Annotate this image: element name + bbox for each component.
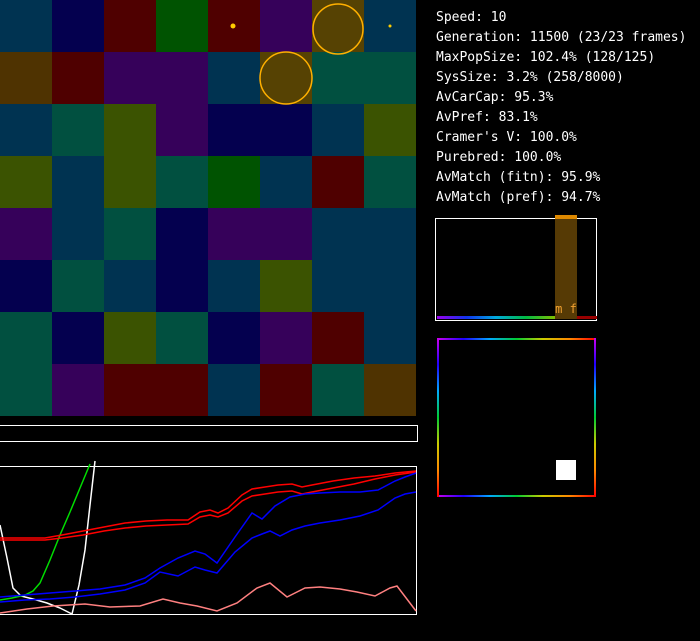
- grid-cell[interactable]: [0, 364, 52, 416]
- hue-edge-left: [437, 338, 439, 497]
- hue-edge-right: [594, 338, 596, 497]
- stat-line: AvMatch (pref): 94.7%: [436, 190, 601, 205]
- stat-line: SysSize: 3.2% (258/8000): [436, 70, 624, 85]
- hue-edge-bottom: [437, 495, 596, 497]
- grid-cell[interactable]: [260, 52, 312, 104]
- grid-cell[interactable]: [156, 312, 208, 364]
- grid-cell[interactable]: [156, 364, 208, 416]
- grid-cell[interactable]: [0, 0, 52, 52]
- grid-cell[interactable]: [0, 52, 52, 104]
- grid-cell[interactable]: [364, 260, 416, 312]
- grid-cell[interactable]: [260, 104, 312, 156]
- grid-cell[interactable]: [52, 260, 104, 312]
- grid-cell[interactable]: [208, 104, 260, 156]
- grid-cell[interactable]: [208, 208, 260, 260]
- grid-cell[interactable]: [312, 364, 364, 416]
- grid-cell[interactable]: [260, 364, 312, 416]
- grid-cell[interactable]: [104, 156, 156, 208]
- timeline-scrollbar[interactable]: [0, 425, 418, 442]
- grid-cell[interactable]: [104, 104, 156, 156]
- grid-cell[interactable]: [208, 260, 260, 312]
- grid-cell[interactable]: [104, 52, 156, 104]
- grid-cell[interactable]: [208, 364, 260, 416]
- grid-cell[interactable]: [156, 156, 208, 208]
- hue-edge-top: [437, 338, 596, 340]
- grid-cell[interactable]: [0, 208, 52, 260]
- grid-cell[interactable]: [104, 312, 156, 364]
- grid-cell[interactable]: [312, 260, 364, 312]
- grid-cell[interactable]: [260, 156, 312, 208]
- grid-cell[interactable]: [260, 0, 312, 52]
- stat-line: Purebred: 100.0%: [436, 150, 562, 165]
- grid-cell[interactable]: [52, 52, 104, 104]
- stats-panel: Speed: 10 Generation: 11500 (23/23 frames…: [436, 8, 686, 208]
- grid-cell[interactable]: [104, 0, 156, 52]
- grid-cell[interactable]: [52, 364, 104, 416]
- grid-cell[interactable]: [156, 104, 208, 156]
- stat-line: AvCarCap: 95.3%: [436, 90, 554, 105]
- grid-cell[interactable]: [312, 156, 364, 208]
- grid-cell[interactable]: [364, 52, 416, 104]
- grid-cell[interactable]: [208, 0, 260, 52]
- grid-cell[interactable]: [104, 208, 156, 260]
- grid-cell[interactable]: [52, 0, 104, 52]
- grid-cell[interactable]: [52, 208, 104, 260]
- world-grid[interactable]: [0, 0, 416, 416]
- stat-line: AvPref: 83.1%: [436, 110, 538, 125]
- grid-cell[interactable]: [0, 260, 52, 312]
- grid-cell[interactable]: [0, 312, 52, 364]
- grid-cell[interactable]: [52, 312, 104, 364]
- grid-cell[interactable]: [364, 0, 416, 52]
- history-chart: [0, 466, 417, 615]
- grid-cell[interactable]: [312, 0, 364, 52]
- grid-cell[interactable]: [0, 156, 52, 208]
- hue-strip-left: [437, 316, 555, 319]
- grid-cell[interactable]: [364, 156, 416, 208]
- stat-line: Generation: 11500 (23/23 frames): [436, 30, 687, 45]
- stat-line: Cramer's V: 100.0%: [436, 130, 577, 145]
- grid-cell[interactable]: [0, 104, 52, 156]
- grid-cell[interactable]: [364, 312, 416, 364]
- grid-cell[interactable]: [364, 364, 416, 416]
- grid-cell[interactable]: [208, 312, 260, 364]
- position-marker-square: [556, 460, 576, 480]
- grid-cell[interactable]: [260, 208, 312, 260]
- grid-cell[interactable]: [156, 208, 208, 260]
- grid-cell[interactable]: [260, 260, 312, 312]
- hue-strip-right: [577, 316, 597, 319]
- male-female-label: m f: [555, 302, 577, 316]
- grid-cell[interactable]: [104, 364, 156, 416]
- grid-cell[interactable]: [312, 208, 364, 260]
- grid-cell[interactable]: [312, 52, 364, 104]
- stat-line: Speed: 10: [436, 10, 507, 25]
- grid-cell[interactable]: [104, 260, 156, 312]
- stat-line: MaxPopSize: 102.4% (128/125): [436, 50, 656, 65]
- population-bar: [555, 219, 577, 319]
- grid-cell[interactable]: [156, 260, 208, 312]
- stat-line: AvMatch (fitn): 95.9%: [436, 170, 601, 185]
- grid-cell[interactable]: [312, 104, 364, 156]
- grid-cell[interactable]: [260, 312, 312, 364]
- grid-cell[interactable]: [208, 52, 260, 104]
- grid-cell[interactable]: [208, 156, 260, 208]
- grid-cell[interactable]: [364, 104, 416, 156]
- hue-border-box: [437, 338, 596, 497]
- grid-cell[interactable]: [156, 52, 208, 104]
- sex-histogram-panel: m f: [435, 215, 597, 321]
- grid-cell[interactable]: [364, 208, 416, 260]
- population-bar-overflow-cap: [555, 215, 577, 219]
- grid-cell[interactable]: [312, 312, 364, 364]
- grid-cell[interactable]: [52, 104, 104, 156]
- grid-cell[interactable]: [156, 0, 208, 52]
- grid-cell[interactable]: [52, 156, 104, 208]
